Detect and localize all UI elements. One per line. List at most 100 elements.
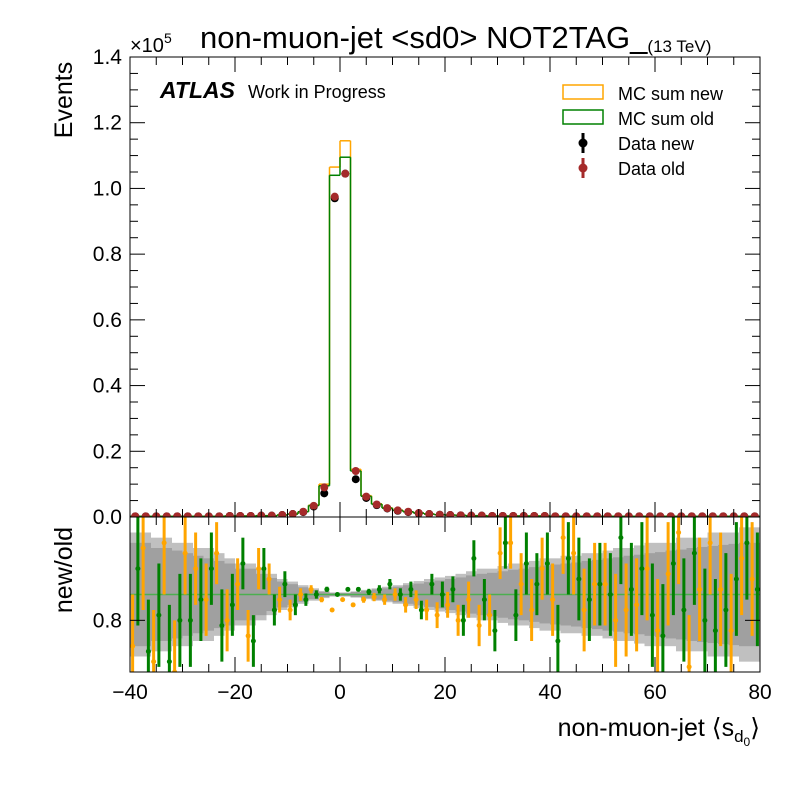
data-point (372, 500, 381, 509)
ratio-point (550, 597, 556, 603)
ratio-point (219, 623, 225, 628)
x-tick-label: 60 (643, 681, 666, 704)
ratio-point (166, 659, 172, 665)
ratio-point (256, 566, 262, 572)
ratio-plot (130, 517, 760, 672)
ratio-point (408, 586, 414, 592)
y-tick-label: 0.0 (93, 506, 122, 529)
ratio-point (450, 586, 456, 592)
ratio-point (539, 566, 545, 572)
ratio-point (691, 550, 697, 556)
ratio-point (655, 628, 661, 634)
ratio-point (555, 638, 561, 644)
ratio-point (308, 586, 314, 592)
ratio-point (287, 607, 293, 613)
legend-label: Data new (618, 134, 695, 154)
xlabel-sub: d (734, 727, 743, 746)
ratio-point (602, 581, 608, 587)
legend: MC sum new MC sum old Data new Data old (562, 84, 724, 179)
ratio-point (340, 597, 346, 603)
ratio-point (508, 540, 514, 546)
ratio-point (728, 628, 734, 634)
legend-marker (578, 163, 588, 173)
data-point (194, 512, 203, 517)
ratio-point (749, 576, 755, 582)
ratio-point (424, 607, 430, 613)
ratio-point (434, 612, 440, 618)
ratio-point (634, 602, 640, 608)
data-point (404, 507, 413, 516)
data-point (246, 512, 255, 517)
x-tick-label: −20 (217, 681, 253, 704)
data-point (456, 511, 465, 517)
data-point (750, 512, 759, 517)
data-point (162, 512, 171, 517)
data-point (488, 512, 497, 517)
data-point (593, 512, 602, 517)
data-point (698, 512, 707, 517)
data-point (299, 507, 308, 516)
ratio-point (644, 566, 650, 572)
data-point (141, 512, 150, 517)
legend-label: MC sum old (618, 109, 714, 129)
ratio-point (235, 581, 241, 587)
xlabel-subsub: 0 (744, 735, 751, 749)
ratio-point (754, 586, 760, 592)
data-point (131, 512, 140, 517)
data-point (341, 169, 350, 178)
ratio-point (355, 586, 361, 592)
chart-title: non-muon-jet <sd0> NOT2TAG_(13 TeV) (200, 20, 711, 56)
ratio-point (523, 561, 529, 566)
ratio-point (371, 594, 377, 600)
atlas-note: Work in Progress (248, 82, 386, 102)
data-point (393, 506, 402, 515)
xlabel-main: non-muon-jet ⟨s (558, 714, 735, 742)
ratio-point (403, 602, 409, 608)
ratio-point (429, 581, 435, 587)
ratio-point (439, 592, 445, 597)
ratio-point (135, 566, 141, 572)
axes: −40 −20 0 20 40 60 80 0.0 0.2 0.4 0.6 0.8 1.0 1.2 1.4 0… (93, 46, 772, 704)
ratio-point (392, 592, 398, 597)
ratio-point (334, 592, 340, 597)
ratio-point (718, 586, 724, 592)
ratio-point (366, 589, 372, 595)
data-point (225, 512, 234, 517)
x-tick-label: 80 (748, 681, 771, 704)
ratio-point (172, 669, 178, 672)
ratio-point (676, 530, 682, 535)
ratio-point (607, 592, 613, 597)
legend-swatch (562, 84, 604, 100)
data-point (603, 512, 612, 517)
ratio-point (529, 607, 535, 613)
y-tick-label: 1.2 (93, 112, 122, 135)
data-point (540, 512, 549, 517)
data-point (351, 467, 360, 475)
legend-swatch (562, 109, 604, 125)
title-main: non-muon-jet <sd0> NOT2TAG_ (200, 20, 648, 55)
ratio-point (613, 617, 619, 623)
ratio-point (455, 617, 461, 623)
ratio-point (271, 607, 277, 613)
ratio-point (151, 659, 157, 665)
ratio-point (277, 597, 283, 603)
ratio-point (397, 592, 403, 597)
ratio-point (586, 597, 592, 603)
ratio-point (681, 607, 687, 613)
ratio-point (418, 607, 424, 613)
legend-label: MC sum new (618, 84, 724, 104)
data-point (435, 510, 444, 517)
ratio-point (513, 612, 519, 618)
ratio-point (670, 561, 676, 566)
data-point (509, 512, 518, 517)
data-point (215, 512, 224, 517)
legend-label: Data old (618, 159, 685, 179)
data-point (236, 512, 245, 517)
data-point (614, 512, 623, 517)
ratio-point (497, 550, 503, 556)
ratio-point (560, 535, 566, 541)
ratio-point (193, 566, 199, 572)
ratio-point (319, 597, 325, 603)
ratio-point (240, 561, 246, 566)
data-point (173, 512, 182, 517)
